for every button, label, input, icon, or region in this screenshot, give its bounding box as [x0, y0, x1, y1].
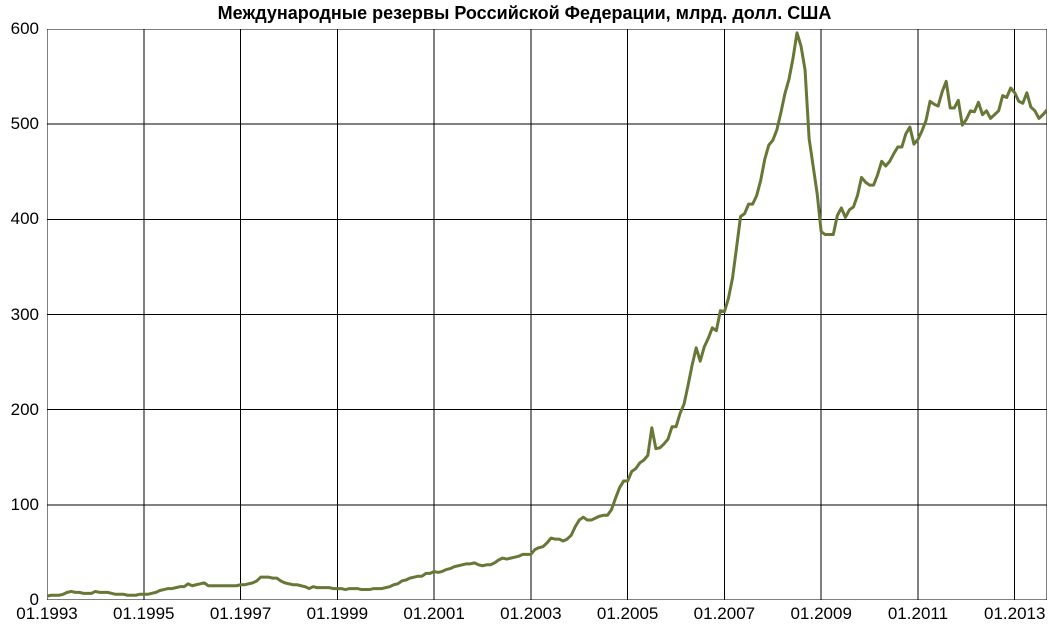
y-tick-label: 500	[0, 114, 39, 134]
chart-title: Международные резервы Российской Федерац…	[0, 3, 1049, 24]
y-tick-label: 600	[0, 19, 39, 39]
x-tick-label: 01.1999	[307, 604, 368, 624]
x-tick-label: 01.2009	[790, 604, 851, 624]
y-tick-label: 200	[0, 400, 39, 420]
x-tick-label: 01.2005	[597, 604, 658, 624]
x-tick-label: 01.2007	[694, 604, 755, 624]
x-tick-label: 01.2013	[984, 604, 1045, 624]
x-tick-label: 01.1995	[113, 604, 174, 624]
chart-container: Международные резервы Российской Федерац…	[0, 0, 1049, 630]
x-tick-label: 01.2011	[888, 604, 948, 624]
x-tick-label: 01.1993	[16, 604, 77, 624]
y-tick-label: 400	[0, 209, 39, 229]
x-tick-label: 01.1997	[210, 604, 271, 624]
plot-area	[47, 29, 1047, 600]
x-tick-label: 01.2003	[500, 604, 561, 624]
x-tick-label: 01.2001	[403, 604, 464, 624]
y-tick-label: 100	[0, 495, 39, 515]
y-tick-label: 300	[0, 305, 39, 325]
